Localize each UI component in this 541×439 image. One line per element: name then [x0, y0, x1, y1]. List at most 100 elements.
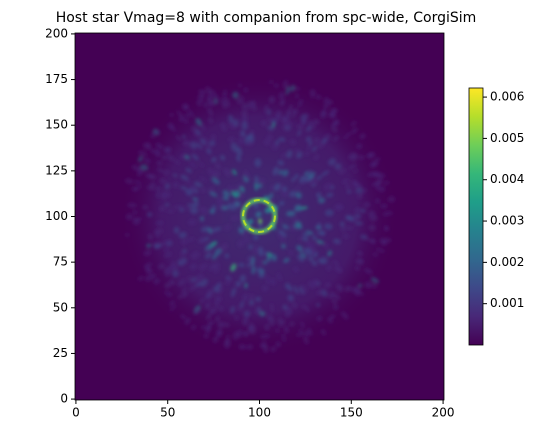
- speckle: [353, 287, 361, 294]
- speckle: [306, 125, 312, 132]
- speckle: [166, 154, 175, 161]
- speckle: [164, 183, 170, 190]
- speckle: [185, 167, 192, 174]
- speckle: [253, 245, 259, 255]
- speckle: [293, 86, 301, 91]
- speckle: [278, 169, 283, 175]
- speckle: [387, 195, 396, 203]
- speckle: [209, 208, 215, 215]
- speckle: [182, 140, 189, 147]
- speckle: [282, 186, 288, 192]
- speckle: [199, 298, 205, 304]
- speckle: [304, 151, 310, 157]
- speckle: [368, 210, 376, 218]
- speckle: [220, 97, 225, 106]
- speckle: [171, 270, 179, 278]
- speckle: [294, 186, 301, 191]
- speckle: [247, 344, 254, 350]
- speckle: [211, 177, 220, 185]
- speckle: [155, 142, 164, 150]
- speckle: [357, 251, 363, 256]
- speckle: [189, 161, 197, 169]
- speckle: [204, 302, 211, 310]
- speckle: [311, 146, 317, 152]
- speckle: [259, 342, 265, 349]
- speckle: [259, 311, 266, 317]
- speckle: [267, 125, 275, 131]
- speckle: [200, 278, 208, 287]
- speckle: [320, 289, 328, 297]
- speckle: [226, 203, 237, 210]
- speckle: [212, 304, 218, 314]
- speckle: [232, 331, 239, 341]
- speckle: [194, 181, 203, 188]
- speckle: [224, 253, 230, 258]
- speckle: [372, 252, 378, 257]
- speckle: [190, 277, 197, 283]
- speckle: [169, 112, 174, 117]
- speckle: [143, 250, 152, 257]
- speckle: [352, 215, 360, 222]
- speckle: [333, 238, 341, 245]
- speckle: [155, 186, 162, 192]
- speckle: [373, 157, 381, 162]
- speckle: [230, 142, 238, 153]
- speckle: [372, 171, 380, 178]
- speckle: [215, 163, 221, 170]
- speckle: [288, 286, 293, 292]
- speckle: [249, 322, 254, 331]
- speckle: [236, 154, 241, 162]
- speckle: [260, 334, 266, 340]
- speckle: [366, 151, 375, 158]
- speckle: [254, 182, 258, 191]
- speckle: [242, 331, 249, 336]
- speckle: [193, 201, 199, 208]
- speckle: [306, 145, 312, 151]
- speckle: [278, 137, 286, 142]
- speckle: [177, 205, 185, 209]
- image-texture: [124, 79, 396, 354]
- speckle: [156, 160, 163, 166]
- speckle: [317, 197, 326, 204]
- speckle: [143, 262, 153, 269]
- image: [75, 33, 444, 400]
- speckle: [163, 252, 172, 258]
- speckle: [205, 252, 212, 259]
- speckle: [184, 154, 190, 160]
- speckle: [155, 220, 164, 226]
- speckle: [258, 218, 263, 224]
- speckle: [273, 83, 279, 88]
- speckle: [186, 180, 192, 184]
- speckle: [308, 120, 313, 126]
- speckle: [164, 290, 169, 295]
- speckle: [146, 268, 153, 274]
- speckle: [297, 130, 302, 136]
- speckle: [209, 310, 213, 315]
- speckle: [348, 152, 357, 160]
- speckle: [166, 265, 175, 272]
- speckle: [202, 208, 208, 215]
- speckle: [189, 263, 197, 271]
- speckle: [222, 195, 229, 201]
- speckle: [256, 267, 263, 274]
- speckle: [277, 160, 285, 166]
- speckle: [185, 188, 193, 196]
- speckle: [238, 262, 245, 268]
- speckle: [206, 312, 212, 321]
- speckle: [192, 197, 199, 201]
- speckle: [159, 242, 165, 247]
- x-tick-label: 0: [72, 406, 80, 420]
- speckle: [196, 142, 203, 150]
- speckle: [309, 177, 318, 186]
- speckle: [300, 117, 307, 126]
- speckle: [158, 205, 166, 212]
- speckle: [305, 136, 312, 143]
- speckle: [209, 140, 216, 147]
- speckle: [312, 235, 317, 241]
- speckle: [368, 224, 376, 231]
- speckle: [348, 286, 357, 293]
- speckle: [175, 135, 182, 141]
- speckle: [307, 327, 313, 336]
- speckle: [207, 107, 214, 117]
- speckle: [204, 86, 212, 95]
